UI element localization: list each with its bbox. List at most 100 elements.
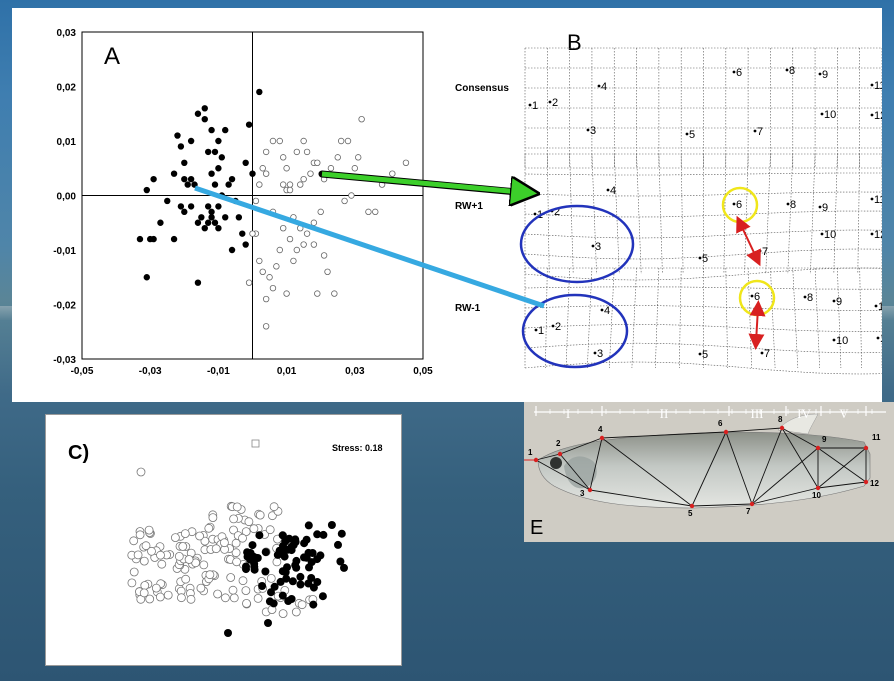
plot-a-point-hollow [259,268,266,275]
truss-edge [751,447,819,505]
truss-edge [751,427,783,505]
plot-a-point-filled [184,181,191,188]
plot-c-point-hollow [181,574,191,584]
plot-c-point-hollow [278,609,288,619]
grid-landmark-dot [548,100,552,104]
plot-c-point-hollow [133,550,143,560]
grid-landmark-dot [593,351,597,355]
plot-c-point-hollow [228,585,238,595]
plot-c-point-filled [261,548,270,557]
grid-landmark-label: 2 [554,206,560,218]
grid-col-line [792,267,799,369]
grid-landmark-dot [870,83,874,87]
plot-c-point-hollow [265,525,275,535]
plot-a-point-hollow [290,257,297,265]
fish-landmark-label: 10 [812,491,821,500]
grid-landmark-dot [698,256,702,260]
plot-c-point-hollow [211,544,221,554]
grid-landmark-dot [760,351,764,355]
plot-a-point-filled [181,208,188,216]
grid-landmark-dot [528,103,532,107]
plot-c-point-hollow [297,600,307,610]
plot-c-point-hollow [184,555,194,564]
plot-a-y-tick-label: 0,01 [57,137,77,148]
plot-c-point-hollow [151,583,161,593]
plot-a-point-filled [228,246,236,254]
plot-a-point-filled [215,203,222,210]
grid-landmark-label: 9 [822,69,828,81]
grid-col-line [680,153,684,275]
panel-a-label: A [104,43,120,70]
grid-row-line [524,248,882,260]
plot-a-point-hollow [279,224,287,232]
grid-landmark-dot [758,249,762,253]
plot-a-point-filled [201,224,208,232]
truss-edge [725,431,753,505]
grid-landmark-dot [534,328,538,332]
truss-edge [817,481,867,489]
plot-c-point-filled [300,539,309,548]
plot-a-point-hollow [317,208,324,216]
truss-edge [589,489,693,507]
grid-landmark-dot [785,68,789,72]
grid-col-line [565,267,570,369]
plot-a-point-filled [215,165,222,172]
fish-landmark-dot [557,451,563,457]
grid-col-line [613,153,620,275]
grid-landmark-dot [832,338,836,342]
grid-landmark-dot [832,299,836,303]
grid-landmark-dot [750,294,754,298]
fish-landmark-label: 7 [746,507,751,516]
plot-a-point-hollow [314,290,321,297]
plot-c-point-hollow [241,527,251,536]
grid-row-line [524,172,882,176]
plot-c-point-hollow [180,529,190,538]
plot-a-ticks: -0,05 -0,03 -0,01 0,01 0,03 0,050,030,020,010… [53,28,433,377]
plot-a-point-hollow [276,246,283,254]
plot-a-point-hollow [249,230,256,237]
grid-row-line [524,286,882,290]
plot-c-point-hollow [176,593,186,603]
plot-a-point-hollow [320,252,328,259]
plot-c-points [127,439,348,637]
grid-landmark-label: 12 [874,110,882,122]
fish-landmark-label: 3 [580,489,585,498]
truss-edge [559,437,603,455]
plot-a-point-hollow [293,148,301,156]
grid-landmark-label: 8 [790,199,796,211]
plot-c-stress: Stress: 0.18 [332,443,383,453]
plot-a-x-tick-label: -0,03 [139,366,162,377]
plot-a-point-filled [228,175,236,183]
grid-col-line [655,267,660,369]
plot-c-point-hollow [226,573,236,582]
fish-landmark-dot [815,485,821,491]
deformation-grids: Consensus123456789101112RW+1123456789101… [455,47,882,375]
plot-a-point-hollow [300,241,307,248]
truss-edge [535,459,591,491]
grid-landmark-dot [732,70,736,74]
plot-c-point-hollow [249,524,259,534]
plot-a-point-hollow [310,241,318,248]
grid-landmark-label: 9 [822,202,828,214]
truss-edge [559,453,591,491]
grid-landmark-dot [820,232,824,236]
grid-landmark-label: 6 [736,67,742,79]
fish-landmark-label: 5 [688,509,693,518]
grid-landmark-label: 10 [836,335,848,347]
grid-landmark-label: 10 [824,229,836,241]
plot-a-point-filled [194,279,202,286]
fish-landmark-dot [689,503,695,509]
grid-landmark-dot [876,336,880,340]
fish-landmark-dot [723,429,729,435]
plot-a-point-hollow [355,154,362,161]
grid-row-line [524,361,882,375]
grid-landmark-label: 6 [736,199,742,211]
plot-c-point-filled [282,574,291,583]
plot-c-point-hollow [219,538,229,548]
grid-col-line [814,267,820,369]
fish-landmark-dot [749,501,755,507]
grid-landmark-label: 11 [874,80,882,92]
grid-label: RW-1 [455,303,481,314]
truss-edge [535,453,561,461]
figure-top-svg: -0,05 -0,03 -0,01 0,01 0,03 0,050,030,020,010… [53,28,882,377]
